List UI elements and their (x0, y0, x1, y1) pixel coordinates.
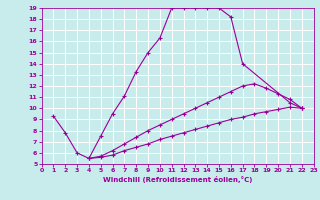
X-axis label: Windchill (Refroidissement éolien,°C): Windchill (Refroidissement éolien,°C) (103, 176, 252, 183)
